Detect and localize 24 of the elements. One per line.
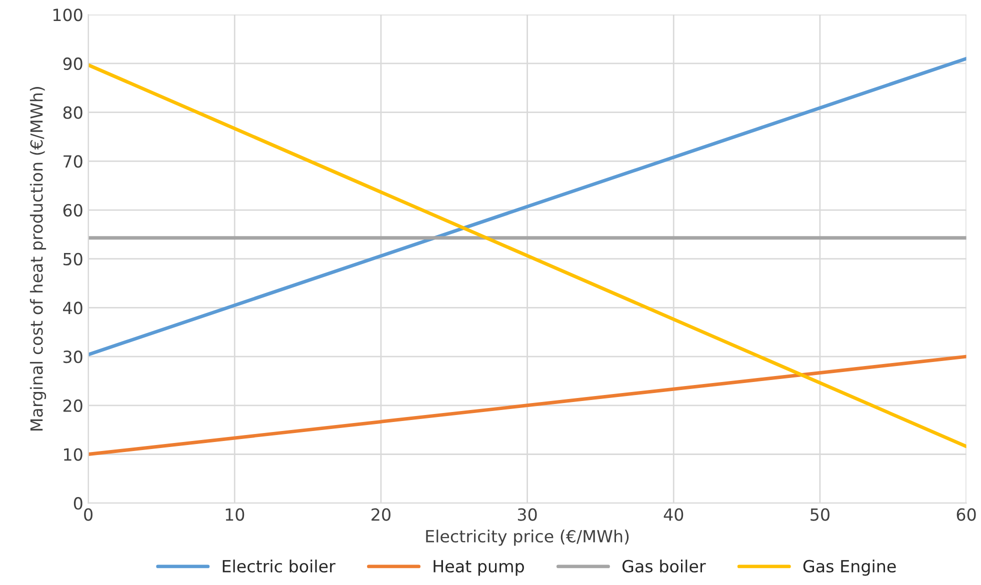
y-tick-label: 100	[53, 8, 82, 22]
legend-label: Heat pump	[434, 560, 524, 576]
y-tick-label: 50	[64, 252, 82, 266]
y-tick-label: 30	[63, 350, 82, 364]
y-tick-label: 80	[63, 106, 82, 119]
x-tick-label: 30	[518, 508, 537, 521]
legend-label: Gas Engine	[803, 560, 896, 576]
x-tick-label: 60	[956, 508, 976, 521]
legend-label: Gas boiler	[622, 560, 706, 573]
x-tick-label: 0	[84, 508, 92, 521]
legend-label: Electric boiler	[222, 560, 336, 573]
x-tick-label: 50	[810, 508, 830, 521]
x-tick-label: 20	[372, 508, 390, 521]
y-tick-label: 20	[63, 399, 82, 412]
x-tick-label: 10	[226, 508, 244, 521]
y-axis-title: Marginal cost of heat production (€/MWh)	[30, 86, 46, 431]
y-tick-label: 40	[63, 302, 82, 314]
y-tick-label: 60	[63, 204, 82, 217]
x-axis-title: Electricity price (€/MWh)	[426, 530, 629, 546]
y-tick-label: 0	[74, 497, 82, 510]
y-tick-label: 10	[64, 448, 82, 461]
y-tick-label: 90	[63, 57, 82, 70]
y-tick-label: 70	[64, 155, 82, 168]
x-tick-label: 40	[664, 508, 684, 521]
